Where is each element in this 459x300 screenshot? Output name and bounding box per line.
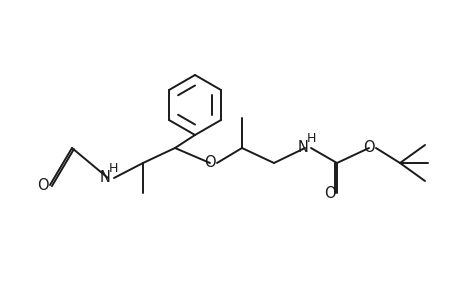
Text: O: O bbox=[204, 154, 215, 169]
Text: O: O bbox=[324, 185, 335, 200]
Text: H: H bbox=[108, 161, 118, 175]
Text: H: H bbox=[306, 131, 315, 145]
Text: N: N bbox=[297, 140, 308, 154]
Text: O: O bbox=[37, 178, 49, 193]
Text: O: O bbox=[363, 140, 374, 154]
Text: N: N bbox=[99, 169, 110, 184]
